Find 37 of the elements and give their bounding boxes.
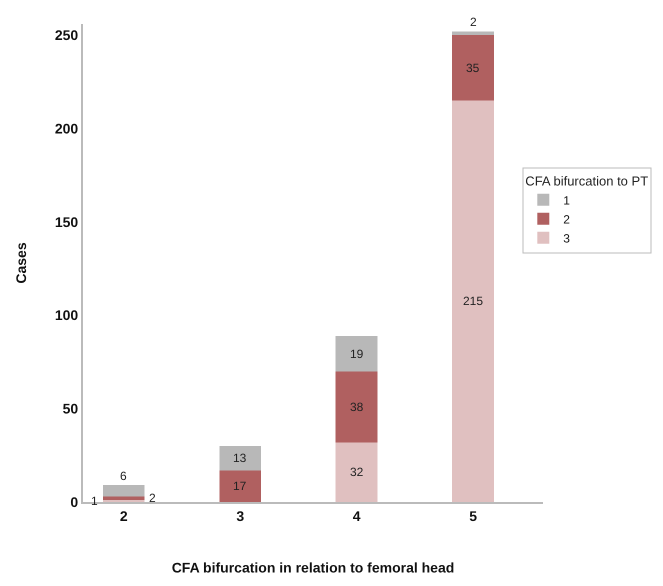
legend-label: 3 xyxy=(563,231,570,246)
legend-title: CFA bifurcation to PT xyxy=(525,173,648,188)
data-label: 32 xyxy=(350,465,364,479)
y-tick-label: 150 xyxy=(54,214,78,230)
x-tick-label: 3 xyxy=(236,508,244,524)
data-label: 13 xyxy=(233,451,247,465)
bar xyxy=(336,336,378,372)
y-tick-label: 50 xyxy=(62,400,78,417)
bar xyxy=(452,31,494,36)
x-axis-title: CFA bifurcation in relation to femoral head xyxy=(172,560,454,576)
data-label: 35 xyxy=(466,61,480,75)
bar xyxy=(102,496,145,500)
data-label: 38 xyxy=(350,400,364,414)
data-label: 215 xyxy=(463,294,484,308)
y-tick-label: 100 xyxy=(54,307,78,324)
y-tick-label: 0 xyxy=(70,494,78,510)
bar xyxy=(219,446,262,470)
data-label: 2 xyxy=(470,15,477,29)
data-label: 1 xyxy=(91,494,98,508)
legend-label: 2 xyxy=(563,212,570,226)
bar xyxy=(452,100,494,502)
bar xyxy=(452,35,494,101)
data-label: 19 xyxy=(350,347,364,361)
data-label: 2 xyxy=(149,491,156,505)
bar xyxy=(102,485,145,496)
bar xyxy=(336,442,378,502)
y-tick-label: 200 xyxy=(54,120,78,136)
data-label: 17 xyxy=(233,479,247,493)
legend-label: 1 xyxy=(563,193,570,208)
bar xyxy=(336,371,378,442)
bar xyxy=(219,470,262,502)
x-tick-label: 4 xyxy=(352,508,361,524)
y-tick-label: 250 xyxy=(54,27,78,44)
data-label: 6 xyxy=(120,469,127,483)
x-tick-label: 2 xyxy=(120,508,128,524)
x-tick-label: 5 xyxy=(469,508,478,524)
y-axis-title: Cases xyxy=(12,242,29,284)
